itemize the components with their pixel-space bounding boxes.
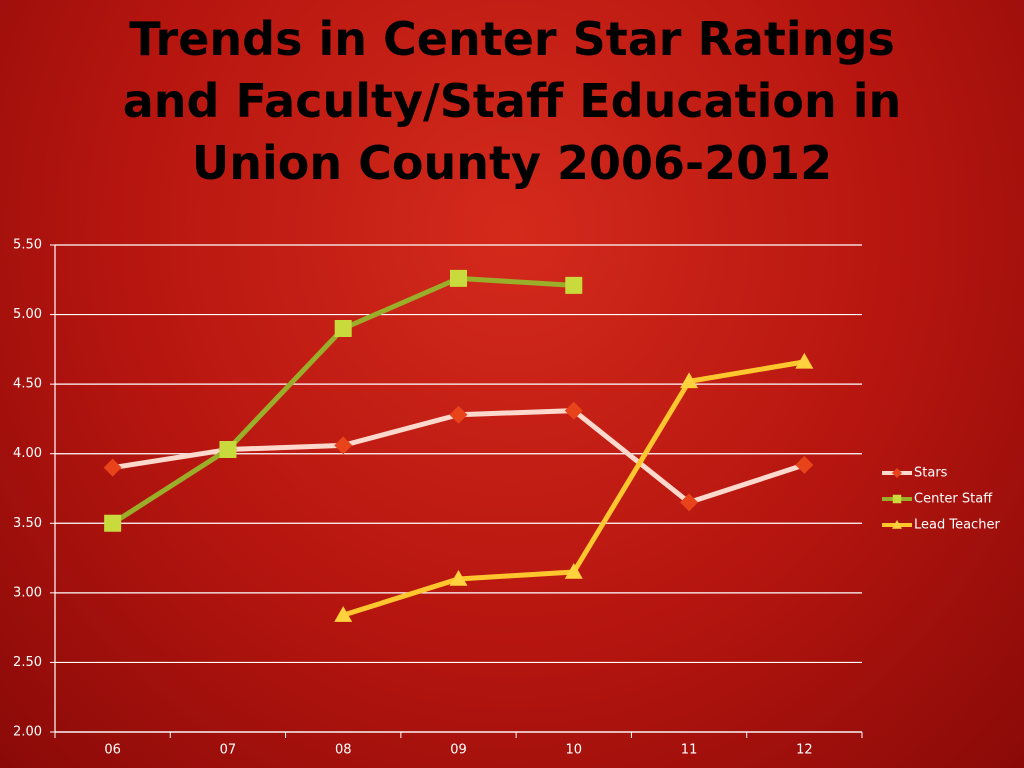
y-tick-label: 5.00 — [13, 307, 42, 322]
marker — [219, 441, 237, 459]
y-tick-label: 2.00 — [13, 725, 42, 740]
marker — [795, 455, 814, 474]
y-tick-label: 3.50 — [13, 516, 42, 531]
marker — [104, 514, 122, 532]
y-tick-label: 3.00 — [13, 585, 42, 600]
marker — [334, 606, 353, 622]
y-tick-label: 5.50 — [13, 238, 42, 253]
x-tick-label: 10 — [566, 743, 583, 758]
x-tick-label: 09 — [450, 743, 467, 758]
y-tick-label: 4.00 — [13, 446, 42, 461]
marker — [449, 405, 468, 424]
y-tick-label: 2.50 — [13, 655, 42, 670]
marker — [795, 352, 814, 369]
marker — [103, 458, 122, 477]
x-tick-label: 06 — [104, 743, 121, 758]
x-tick-label: 11 — [681, 743, 698, 758]
marker — [680, 493, 699, 512]
marker — [892, 520, 902, 529]
x-tick-label: 07 — [220, 743, 237, 758]
marker — [449, 569, 468, 586]
x-tick-label: 08 — [335, 743, 352, 758]
x-tick-label: 12 — [796, 743, 813, 758]
marker — [565, 276, 583, 294]
marker — [680, 372, 699, 389]
legend-label: Stars — [914, 466, 948, 481]
marker — [564, 562, 583, 579]
marker — [892, 494, 902, 504]
chart-title: Trends in Center Star Ratings and Facult… — [122, 12, 902, 190]
legend-label: Lead Teacher — [914, 518, 1000, 533]
marker — [892, 468, 902, 478]
marker — [564, 401, 583, 420]
marker — [334, 436, 353, 455]
marker — [450, 269, 467, 287]
marker — [334, 319, 352, 337]
y-tick-label: 4.50 — [13, 377, 42, 392]
legend-label: Center Staff — [914, 492, 993, 507]
